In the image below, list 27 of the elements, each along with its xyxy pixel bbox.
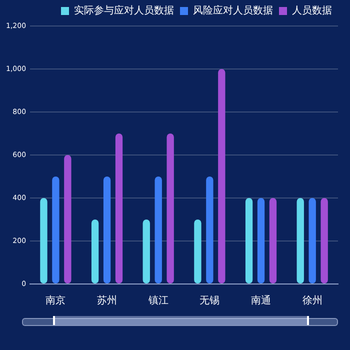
bar [296,198,304,284]
bar [52,176,60,284]
bar [154,176,162,284]
bar [257,198,265,284]
legend-label: 风险应对人员数据 [193,4,273,17]
x-tick-label: 苏州 [97,294,118,307]
x-tick-label: 徐州 [302,294,322,307]
bar [218,69,226,284]
x-tick-label: 南通 [251,294,272,307]
legend-label: 实际参与应对人员数据 [74,4,174,17]
bar [103,176,111,284]
bar [91,220,99,284]
bar [308,198,316,284]
bar [115,134,123,284]
legend-label: 人员数据 [292,4,332,17]
bar [166,134,174,284]
bar [320,198,328,284]
bar [245,198,253,284]
bar [194,220,202,284]
x-tick-label: 镇江 [147,294,168,307]
bar [64,155,72,284]
bar [269,198,277,284]
x-tick-label: 南京 [46,294,66,307]
bar [40,198,48,284]
x-tick-label: 无锡 [200,296,220,307]
bar [142,220,150,284]
bar [206,176,214,284]
